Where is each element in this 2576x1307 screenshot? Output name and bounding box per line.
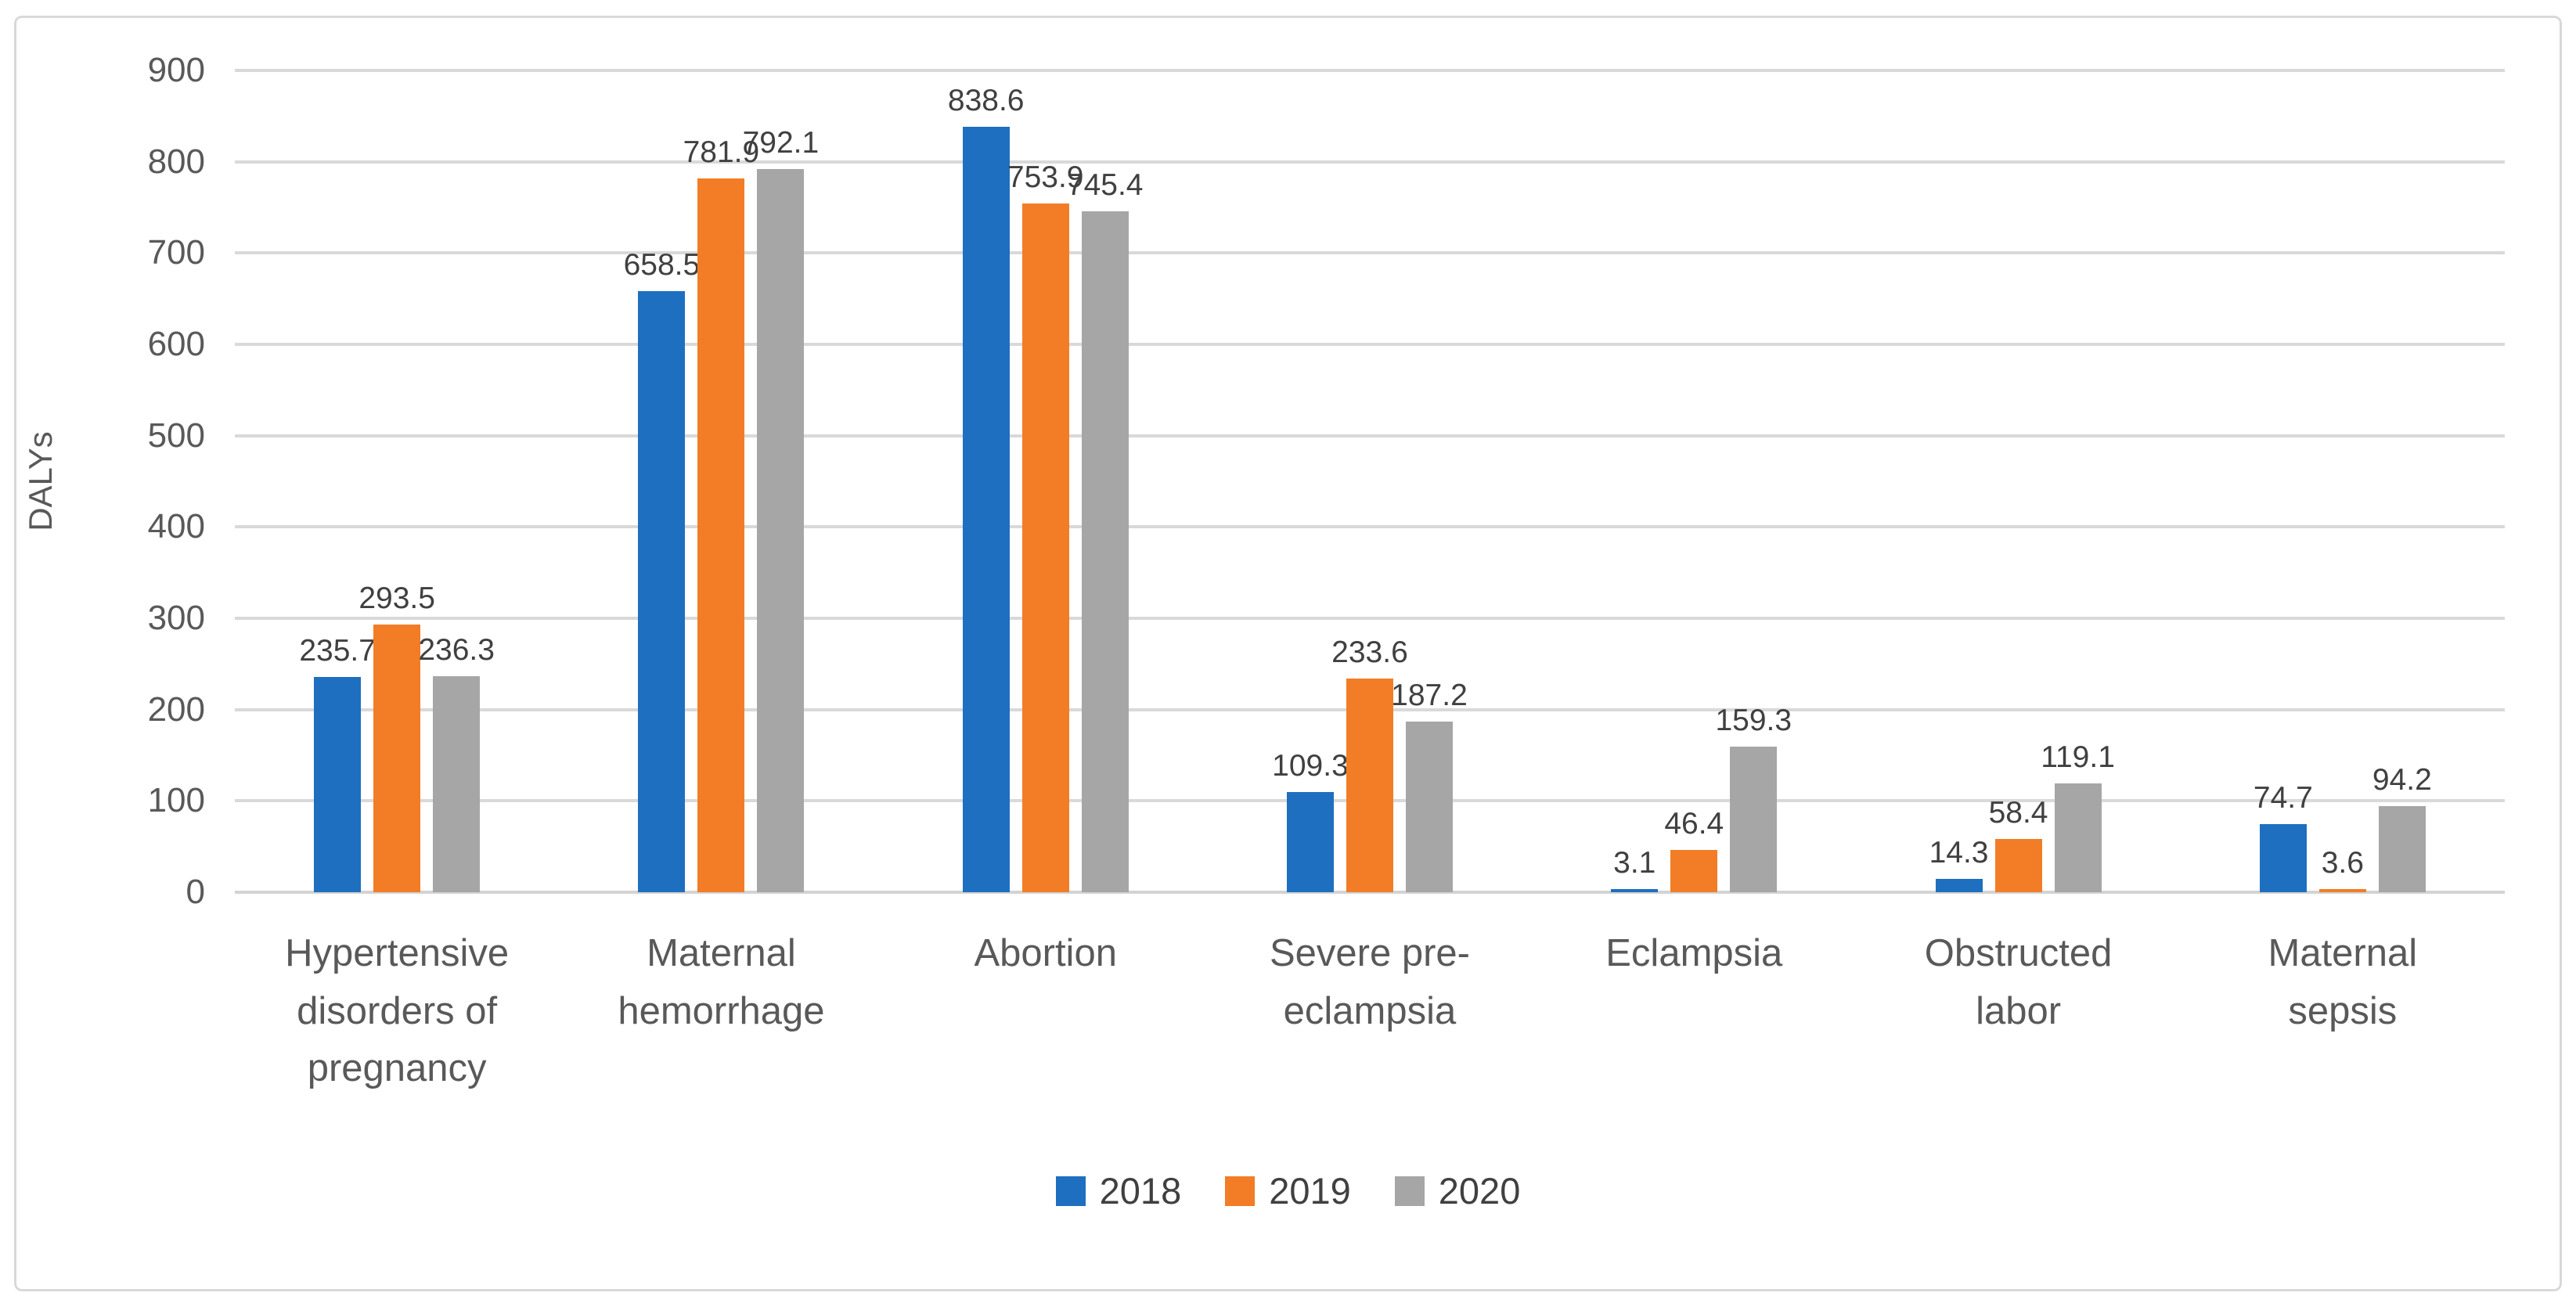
x-axis-category-labels: Hypertensive disorders of pregnancy Mater…: [235, 925, 2505, 1098]
bar-value-label: 58.4: [1988, 795, 2048, 830]
y-tick-label: 800: [147, 142, 205, 181]
legend-swatch-icon: [1055, 1176, 1086, 1206]
bar-group: 658.5 781.9 792.1: [559, 70, 883, 892]
bar-value-label: 781.9: [683, 135, 760, 169]
bar-2018: 658.5: [624, 250, 700, 892]
bar-value-label: 293.5: [358, 581, 435, 615]
bar-value-label: 159.3: [1715, 704, 1792, 738]
gridline: [235, 160, 2505, 164]
bar-value-label: 14.3: [1929, 836, 1989, 870]
bar-group: 838.6 753.9 745.4: [884, 70, 1208, 892]
legend-swatch-icon: [1394, 1176, 1425, 1206]
y-tick-label: 400: [147, 507, 205, 546]
bar-value-label: 46.4: [1664, 806, 1724, 841]
bar-value-label: 658.5: [623, 247, 701, 282]
category-label: Maternal sepsis: [2268, 932, 2418, 1032]
bar-2019: 293.5: [358, 583, 435, 892]
category-label: Eclampsia: [1605, 932, 1783, 974]
y-tick-label: 500: [147, 416, 205, 455]
bar-value-label: 3.1: [1613, 846, 1656, 880]
bar-value-label: 233.6: [1331, 635, 1408, 670]
bar-value-label: 109.3: [1272, 749, 1349, 783]
bar-value-label: 838.6: [947, 83, 1025, 117]
bar-2019: 781.9: [683, 137, 759, 892]
bar-value-label: 745.4: [1066, 168, 1144, 203]
bar-2020: 94.2: [2372, 765, 2432, 892]
y-tick-label: 100: [147, 781, 205, 820]
bar-2020: 792.1: [743, 128, 819, 892]
category-label: Maternal hemorrhage: [618, 932, 825, 1032]
bar-group: 109.3 233.6 187.2: [1208, 70, 1532, 892]
bar-value-label: 792.1: [742, 125, 820, 160]
legend: 2018 2019 2020: [0, 1172, 2576, 1209]
gridline: [235, 69, 2505, 72]
bar-2019: 753.9: [1007, 162, 1084, 892]
y-tick-label: 200: [147, 690, 205, 729]
bar-value-label: 119.1: [2041, 740, 2115, 775]
x-axis-line: [235, 891, 2505, 894]
y-tick-label: 900: [147, 51, 205, 89]
bar-group: 14.3 58.4 119.1: [1856, 70, 2180, 892]
y-tick-label: 300: [147, 599, 205, 637]
bar-group: 74.7 3.6 94.2: [2181, 70, 2505, 892]
bar-2018: 235.7: [299, 635, 376, 892]
bar-2019: 46.4: [1664, 808, 1724, 892]
legend-label: 2018: [1099, 1170, 1182, 1212]
bar-2019: 3.6: [2318, 848, 2366, 892]
bar-value-label: 187.2: [1391, 678, 1468, 712]
gridline: [235, 343, 2505, 346]
bar-2018: 109.3: [1272, 751, 1349, 892]
bar-2019: 58.4: [1989, 798, 2048, 892]
plot-area: 235.7 293.5 236.3 658.5 781.9 792.1 838.6 753.9…: [235, 69, 2505, 894]
bar-2018: 74.7: [2254, 783, 2313, 892]
legend-label: 2020: [1438, 1170, 1521, 1212]
legend-item-2019: 2019: [1225, 1172, 1351, 1209]
gridline: [235, 525, 2505, 529]
bar-2019: 233.6: [1331, 637, 1408, 892]
gridline: [235, 251, 2505, 255]
bar-2020: 119.1: [2041, 742, 2115, 892]
category-label: Obstructed labor: [1924, 932, 2113, 1032]
bar-2018: 14.3: [1929, 837, 1989, 892]
bar-group: 235.7 293.5 236.3: [235, 70, 559, 892]
bar-2020: 159.3: [1715, 705, 1792, 892]
legend-item-2020: 2020: [1394, 1170, 1521, 1212]
category-label: Hypertensive disorders of pregnancy: [285, 932, 510, 1089]
bar-value-label: 74.7: [2253, 780, 2313, 815]
bar-2018: 3.1: [1611, 848, 1659, 892]
category-label: Severe pre-eclampsia: [1269, 932, 1470, 1032]
bar-value-label: 94.2: [2372, 763, 2432, 798]
y-axis-ticks: 0 100 200 300 400 500 600 700 800 900: [0, 53, 205, 909]
category-label: Abortion: [974, 932, 1117, 974]
legend-item-2018: 2018: [1055, 1170, 1182, 1212]
bar-2020: 236.3: [418, 635, 495, 892]
bar-2018: 838.6: [948, 85, 1025, 892]
legend-label: 2019: [1269, 1170, 1351, 1212]
bar-group: 3.1 46.4 159.3: [1532, 70, 1856, 892]
y-tick-label: 600: [147, 325, 205, 363]
legend-swatch-icon: [1225, 1176, 1256, 1206]
bar-2020: 187.2: [1391, 680, 1468, 892]
bar-value-label: 236.3: [418, 633, 495, 668]
bar-value-label: 3.6: [2321, 845, 2364, 880]
bar-value-label: 235.7: [299, 634, 376, 668]
bar-groups: 235.7 293.5 236.3 658.5 781.9 792.1 838.6 753.9…: [235, 70, 2505, 892]
bar-value-label: 753.9: [1007, 160, 1084, 195]
gridline: [235, 434, 2505, 437]
y-tick-label: 0: [186, 873, 205, 911]
y-tick-label: 700: [147, 233, 205, 272]
gridline: [235, 617, 2505, 620]
bar-2020: 745.4: [1067, 170, 1144, 892]
